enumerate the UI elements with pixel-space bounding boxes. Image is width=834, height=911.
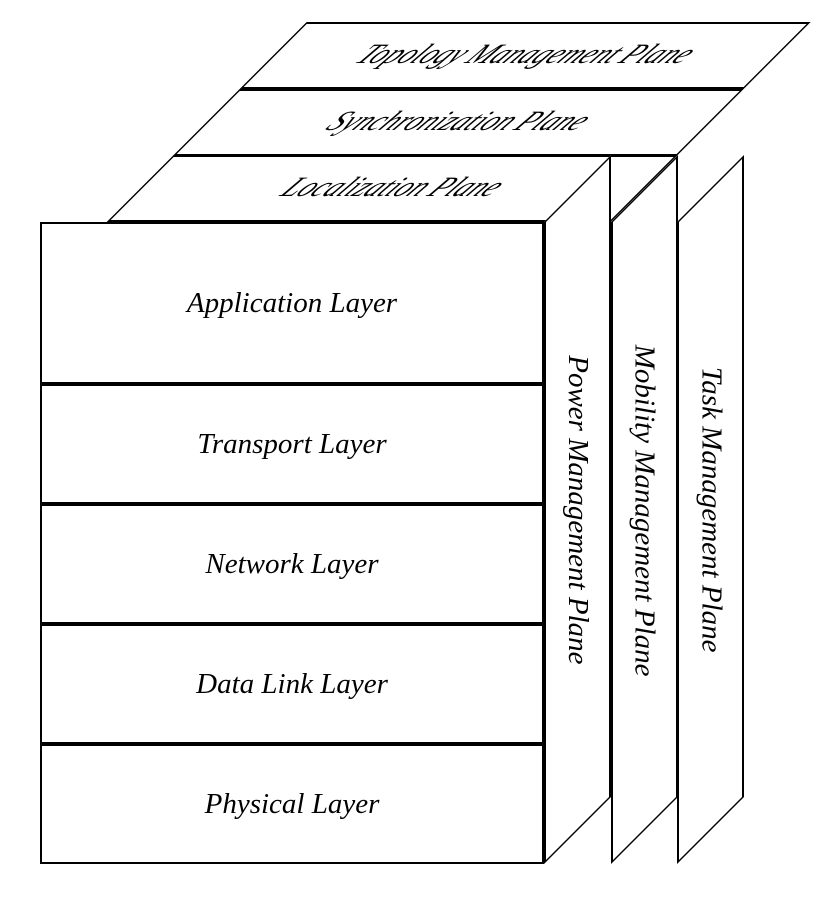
side-plane-power: Power Management Plane bbox=[544, 155, 611, 864]
front-layer-label: Network Layer bbox=[205, 548, 378, 581]
top-plane-label: Synchronization Plane bbox=[316, 106, 601, 138]
side-plane-label: Mobility Management Plane bbox=[627, 344, 660, 676]
top-plane-label: Localization Plane bbox=[270, 173, 514, 205]
front-layer-application: Application Layer bbox=[40, 222, 544, 384]
front-layer-network: Network Layer bbox=[40, 504, 544, 624]
front-layer-label: Data Link Layer bbox=[196, 668, 388, 701]
front-layer-transport: Transport Layer bbox=[40, 384, 544, 504]
side-plane-mobility: Mobility Management Plane bbox=[611, 155, 678, 864]
side-plane-label: Power Management Plane bbox=[561, 355, 594, 664]
front-layer-label: Physical Layer bbox=[205, 788, 380, 821]
front-layer-label: Application Layer bbox=[187, 287, 397, 320]
front-layer-physical: Physical Layer bbox=[40, 744, 544, 864]
front-layer-label: Transport Layer bbox=[197, 428, 386, 461]
top-plane-synchronization: Synchronization Plane bbox=[173, 89, 744, 156]
top-plane-topology: Topology Management Plane bbox=[240, 22, 811, 89]
side-plane-label: Task Management Plane bbox=[694, 367, 727, 653]
top-plane-label: Topology Management Plane bbox=[345, 39, 706, 71]
front-layer-data-link: Data Link Layer bbox=[40, 624, 544, 744]
side-plane-task: Task Management Plane bbox=[677, 155, 744, 864]
